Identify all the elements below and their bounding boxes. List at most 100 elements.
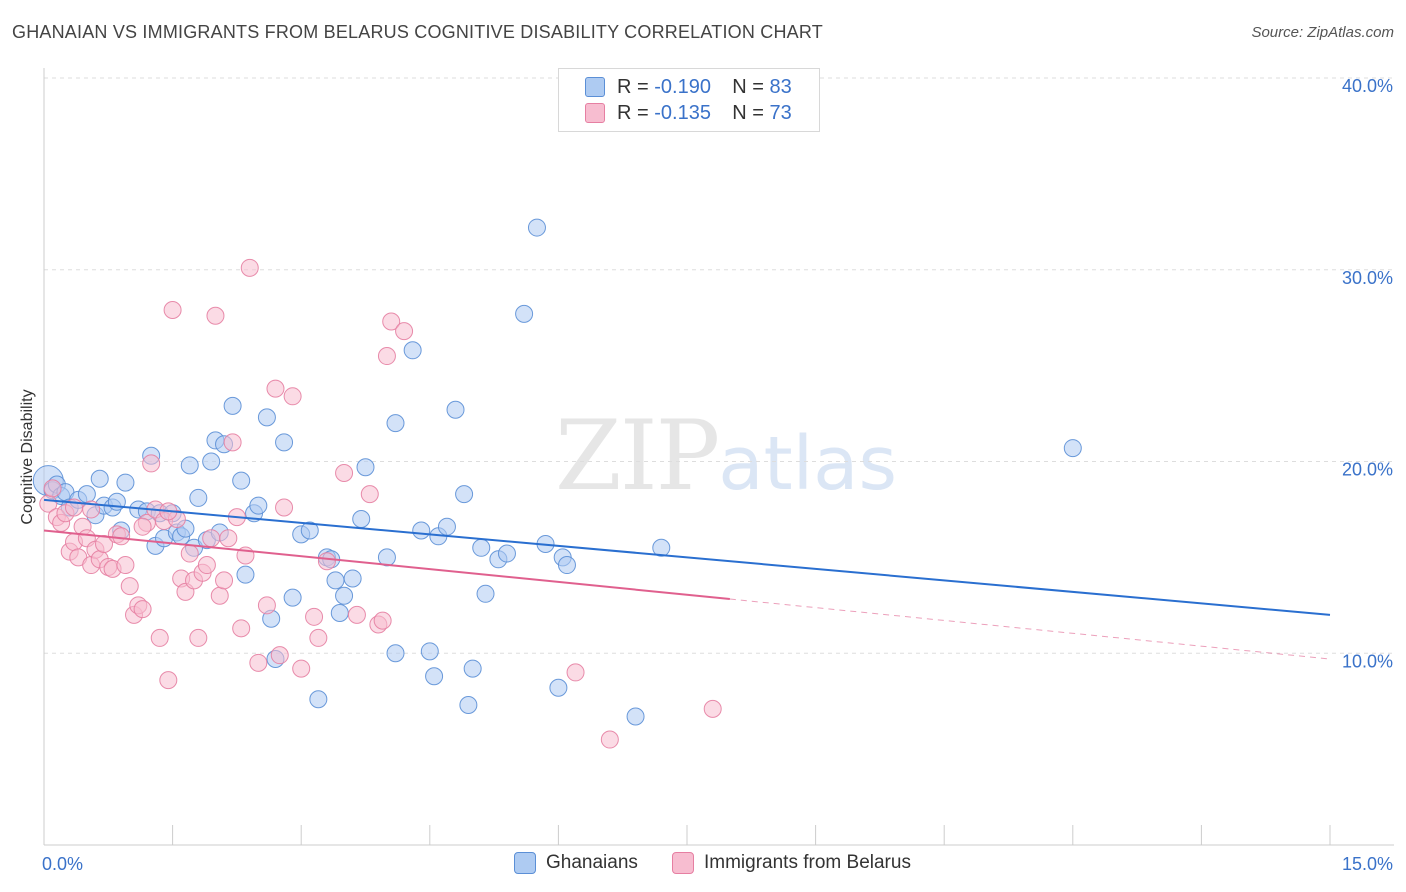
ghanaian-point [189,488,208,507]
belarus-point [210,586,229,605]
ghanaian-point [309,690,328,709]
legend-swatch-blue [585,77,605,97]
bottom-legend-swatch-blue [514,852,536,874]
ghanaian-point [412,521,431,540]
ghanaian-point [275,433,294,452]
belarus-point [266,379,285,398]
ghanaian-point [356,458,375,477]
belarus-point [197,556,216,575]
ghanaian-point [557,556,576,575]
belarus-point [133,517,152,536]
belarus-point [309,628,328,647]
belarus-point [305,607,324,626]
bottom-legend-belarus: Immigrants from Belarus [672,852,911,874]
belarus-point [382,312,401,331]
belarus-point [377,347,396,366]
belarus-point [116,556,135,575]
ghanaian-point [90,469,109,488]
belarus-point [202,529,221,548]
legend-r-label: R = [617,75,649,98]
belarus-point [270,646,289,665]
belarus-point [223,433,242,452]
belarus-point [347,605,366,624]
belarus-point [133,600,152,619]
belarus-point [232,619,251,638]
belarus-point [43,479,62,498]
ghanaian-point [403,341,422,360]
belarus-point [112,527,131,546]
ghanaian-point [249,496,268,515]
belarus-point [189,628,208,647]
watermark-zip: ZIP [555,400,720,512]
ghanaian-point [626,707,645,726]
chart-title: GHANAIAN VS IMMIGRANTS FROM BELARUS COGN… [12,22,823,42]
belarus-point [163,301,182,320]
belarus-point [219,529,238,548]
ghanaian-point [257,408,276,427]
ghanaian-point [472,538,491,557]
ghanaian-point [455,485,474,504]
ghanaian-point [527,218,546,237]
ghanaian-point [352,510,371,529]
ghanaian-point [326,571,345,590]
belarus-point [566,663,585,682]
bottom-legend-label: Ghanaians [546,852,638,873]
belarus-point [292,659,311,678]
belarus-point [283,387,302,406]
belarus-point [142,454,161,473]
legend-swatch-pink [585,103,605,123]
ghanaian-trendline [43,498,1331,616]
belarus-point [335,464,354,483]
ghanaian-point [232,471,251,490]
ghanaian-point [446,400,465,419]
x-tick-label: 0.0% [42,854,83,874]
stats-legend: R = -0.190 N = 83 R = -0.135 N = 73 [558,68,820,132]
ghanaian-point [116,473,135,492]
ghanaian-point [377,548,396,567]
belarus-point [150,628,169,647]
bottom-legend-swatch-pink [672,852,694,874]
belarus-point [600,730,619,749]
ghanaian-point [77,485,96,504]
legend-n-label: N = [732,75,764,98]
belarus-point [95,534,114,553]
ghanaian-point [300,521,319,540]
legend-row-ghanaians: R = -0.190 N = 83 [585,75,792,99]
ghanaian-point [652,538,671,557]
ghanaian-point [497,544,516,563]
legend-n-value: 73 [769,101,792,124]
ghanaian-point [283,588,302,607]
belarus-point [240,258,259,277]
ghanaian-point [202,452,221,471]
ghanaian-point [476,584,495,603]
belarus-point [180,544,199,563]
ghanaian-point [330,603,349,622]
y-tick-label: 10.0% [1342,651,1393,671]
belarus-point [159,671,178,690]
bottom-legend-label: Immigrants from Belarus [704,852,911,873]
ghanaian-point [1063,439,1082,458]
x-tick-label: 15.0% [1342,854,1393,874]
belarus-point [373,611,392,630]
source-label: Source: ZipAtlas.com [1251,24,1394,41]
ghanaian-point [459,696,478,715]
legend-r-label: R = [617,101,649,124]
belarus-point [317,552,336,571]
watermark: ZIPatlas [555,400,897,512]
ghanaian-point [420,642,439,661]
belarus-point [395,322,414,341]
ghanaian-point [549,678,568,697]
ghanaian-point [335,586,354,605]
legend-r-value: -0.135 [654,101,711,124]
ghanaian-point [437,517,456,536]
legend-row-belarus: R = -0.135 N = 73 [585,101,792,125]
belarus-point [120,577,139,596]
legend-n-label: N = [732,101,764,124]
y-tick-label: 40.0% [1342,76,1393,96]
y-tick-label: 20.0% [1342,460,1393,480]
belarus-point [275,498,294,517]
belarus-point [703,699,722,718]
ghanaian-point [343,569,362,588]
y-axis-label: Cognitive Disability [19,389,36,525]
belarus-point [249,653,268,672]
